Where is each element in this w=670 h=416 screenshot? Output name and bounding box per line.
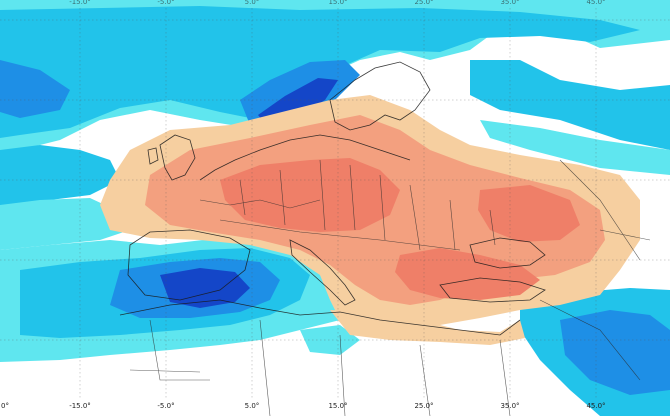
coast-iberia: [127, 229, 251, 301]
top-tick-label: 5.0°: [245, 0, 260, 6]
bottom-tick-label: 5.0°: [245, 402, 260, 410]
warm-region-balkans: [395, 248, 540, 300]
bottom-tick-label: 25.0°: [414, 402, 433, 410]
cold-region-iberia-deep: [160, 268, 250, 308]
warm-region-central-europe: [220, 158, 400, 232]
cold-region-south-africa: [300, 325, 360, 355]
top-tick-label: -15.0°: [69, 0, 91, 6]
bottom-tick-labels: -15.0° -5.0° 5.0° 15.0° 25.0° 35.0° 45.0°: [69, 402, 605, 410]
cold-region-atlantic-west-mid-light: [0, 198, 130, 250]
warm-region-north-africa: [330, 310, 525, 345]
cold-region-arctic-east: [470, 60, 670, 150]
warm-anomaly-layer: [100, 95, 640, 345]
top-tick-labels: -15.0° -5.0° 5.0° 15.0° 25.0° 35.0° 45.0°: [69, 0, 605, 6]
coast-italy: [289, 239, 356, 306]
bottom-tick-label: 15.0°: [328, 402, 347, 410]
top-tick-label: 45.0°: [586, 0, 605, 6]
coast-uk: [147, 134, 196, 181]
bottom-tick-label: -5.0°: [157, 402, 174, 410]
coastline-layer: [119, 61, 546, 336]
warm-region-russia: [478, 185, 580, 242]
cold-region-arctic-east-light: [480, 120, 670, 175]
bottom-tick-label: 35.0°: [500, 402, 519, 410]
cold-region-atlantic-west-mid: [0, 145, 120, 210]
graticule: [0, 8, 670, 398]
bottom-tick-label: -15.0°: [69, 402, 91, 410]
top-tick-label: 25.0°: [414, 0, 433, 6]
left-tick-label: 0°: [1, 402, 9, 410]
border-lines-europe: [199, 159, 496, 251]
top-tick-label: 15.0°: [328, 0, 347, 6]
coast-scandinavia: [329, 61, 431, 131]
coast-mainland-europe: [199, 134, 411, 181]
coast-turkey: [439, 277, 546, 303]
borders-layer: [129, 159, 651, 416]
top-tick-label: 35.0°: [500, 0, 519, 6]
border-lines-east: [539, 159, 651, 381]
bottom-tick-label: 45.0°: [586, 402, 605, 410]
border-lines-africa: [129, 319, 511, 416]
coast-north-africa: [119, 299, 521, 336]
top-tick-label: -5.0°: [157, 0, 174, 6]
cold-region-west-atlantic: [0, 60, 70, 118]
cold-region-middle-east-deep: [560, 310, 670, 395]
